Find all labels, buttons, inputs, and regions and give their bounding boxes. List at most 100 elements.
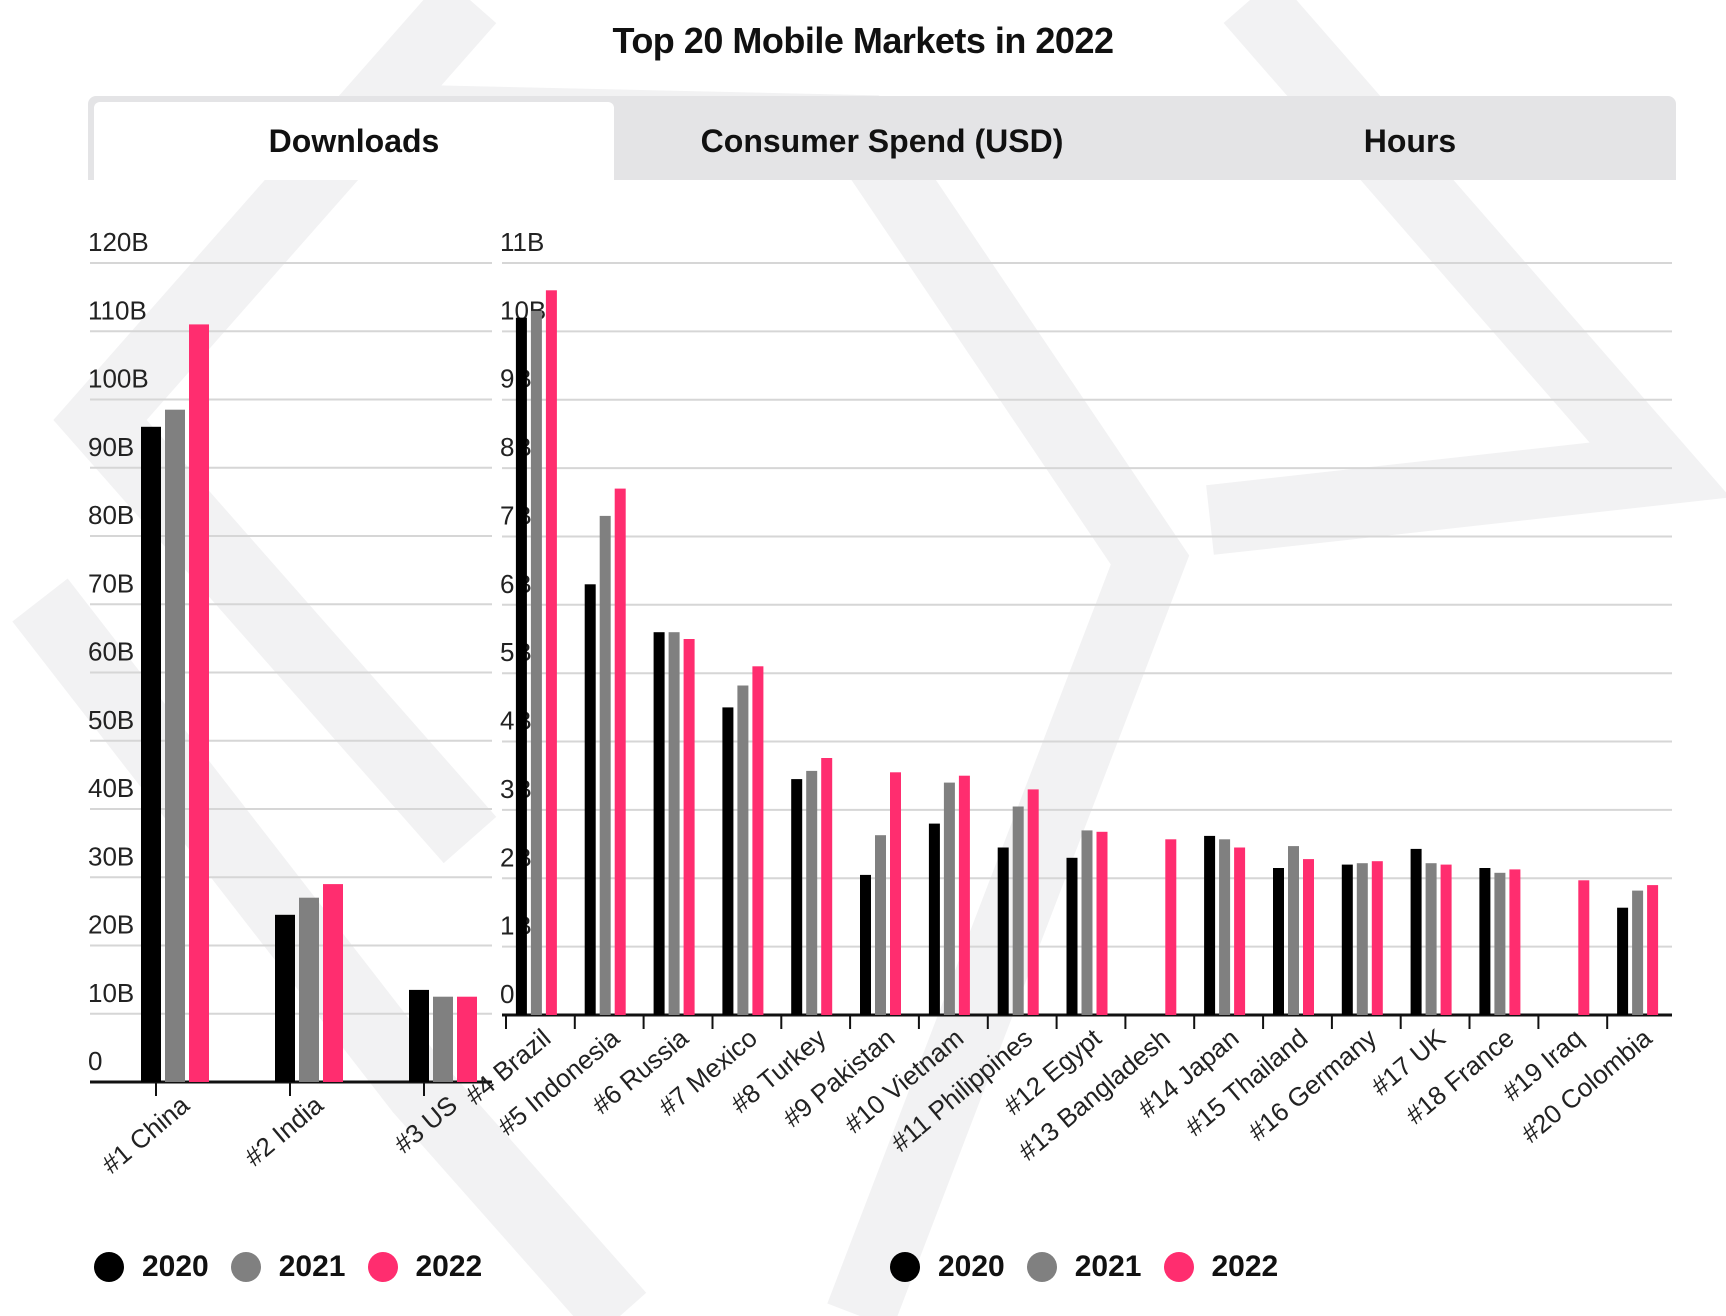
y-tick-label: 110B [88,295,147,325]
bar-3-us-2022 [457,996,477,1082]
bar-10-vietnam-2022 [958,775,970,1015]
bar-16-germany-2020 [1341,864,1353,1015]
legend-swatch-2020 [890,1252,920,1282]
bar-11-philippines-2021 [1012,806,1024,1015]
y-tick-label: 11B [500,227,544,257]
chart-title: Top 20 Mobile Markets in 2022 [612,20,1115,61]
bar-20-colombia-2021 [1632,890,1644,1015]
bar-5-indonesia-2022 [614,488,626,1016]
bar-8-turkey-2020 [791,779,803,1015]
y-tick-label: 70B [88,568,134,598]
bar-9-pakistan-2020 [860,874,871,1015]
tab-consumer-spend[interactable]: Consumer Spend (USD) [700,122,1064,159]
y-tick-label: 0 [88,1046,102,1076]
bar-20-colombia-2022 [1647,885,1659,1015]
bar-11-philippines-2020 [997,847,1009,1015]
bar-19-iraq-2022 [1578,880,1590,1015]
legend-swatch-2021 [1026,1252,1057,1282]
bar-7-mexico-2021 [737,685,749,1015]
bar-13-bangladesh-2022 [1165,839,1177,1015]
bar-17-uk-2021 [1425,863,1437,1015]
legend-left: 2020 2021 2022 [94,1250,504,1284]
x-tick-label: #3 US [388,1090,463,1159]
bar-15-thailand-2022 [1303,859,1314,1015]
bar-6-russia-2022 [683,639,695,1015]
bar-14-japan-2022 [1234,847,1246,1015]
bar-15-thailand-2020 [1273,868,1284,1015]
legend-item-2022: 2022 [1163,1250,1279,1284]
bar-15-thailand-2021 [1288,846,1299,1015]
bar-1-china-2021 [165,409,185,1082]
legend-item-2021: 2021 [1026,1250,1142,1284]
legend-swatch-2022 [1163,1252,1194,1282]
bar-17-uk-2022 [1440,864,1452,1015]
y-tick-label: 50B [88,705,134,735]
legend-item-2020: 2020 [94,1250,209,1284]
tab-hours[interactable]: Hours [1363,122,1457,159]
y-tick-label: 100B [88,364,149,394]
legend-item-2020: 2020 [890,1250,1005,1284]
bar-8-turkey-2021 [806,770,818,1015]
bar-18-france-2021 [1494,872,1506,1015]
bar-12-egypt-2020 [1066,857,1078,1015]
tab-bar: Downloads Consumer Spend (USD) Hours [88,96,1676,180]
bar-1-china-2022 [189,324,209,1082]
y-tick-label: 0 [500,979,514,1009]
bar-6-russia-2020 [653,632,665,1015]
y-tick-label: 120B [88,227,149,257]
bar-12-egypt-2022 [1096,831,1108,1015]
legend-label: 2021 [278,1250,346,1283]
bar-7-mexico-2022 [752,666,764,1015]
bar-2-india-2021 [299,897,319,1082]
legend-swatch-2021 [230,1252,261,1282]
legend-item-2022: 2022 [367,1250,483,1284]
y-tick-label: 90B [88,432,134,462]
legend-label: 2022 [1211,1250,1279,1283]
bar-17-uk-2020 [1410,848,1422,1015]
bar-11-philippines-2022 [1027,789,1039,1015]
bar-16-germany-2022 [1371,861,1383,1015]
bar-10-vietnam-2020 [928,823,940,1015]
bar-16-germany-2021 [1356,863,1368,1015]
legend-label: 2020 [938,1250,1005,1283]
bar-3-us-2020 [409,989,429,1082]
legend-swatch-2020 [94,1252,124,1282]
y-tick-label: 80B [88,500,134,530]
bar-5-indonesia-2020 [584,584,596,1015]
y-tick-label: 60B [88,637,134,667]
bar-4-brazil-2021 [530,310,542,1015]
bar-14-japan-2020 [1204,835,1216,1015]
tab-downloads[interactable]: Downloads [94,102,614,180]
bar-10-vietnam-2021 [943,782,955,1015]
bar-18-france-2022 [1509,869,1521,1015]
bar-20-colombia-2020 [1617,907,1629,1015]
x-tick-label: #2 India [239,1089,330,1172]
bar-12-egypt-2021 [1081,830,1093,1015]
bar-4-brazil-2022 [545,290,557,1015]
legend-right: 2020 2021 2022 [890,1250,1300,1284]
bar-2-india-2022 [323,884,343,1082]
bar-1-china-2020 [141,426,161,1082]
legend-label: 2022 [415,1250,483,1283]
bar-18-france-2020 [1479,868,1491,1015]
legend-item-2021: 2021 [230,1250,346,1284]
y-tick-label: 20B [88,910,134,940]
bar-14-japan-2021 [1219,839,1231,1015]
bar-3-us-2021 [433,996,453,1082]
y-tick-label: 40B [88,773,134,803]
legend-label: 2021 [1074,1250,1142,1283]
bar-5-indonesia-2021 [599,515,611,1015]
legend-swatch-2022 [367,1252,398,1282]
legend-label: 2020 [142,1250,209,1283]
bar-9-pakistan-2021 [875,835,886,1015]
x-tick-label: #1 China [96,1089,195,1179]
bar-8-turkey-2022 [821,758,833,1015]
bar-6-russia-2021 [668,632,680,1015]
bar-7-mexico-2020 [722,707,734,1015]
y-tick-label: 30B [88,841,134,871]
bar-4-brazil-2020 [515,317,527,1015]
bar-2-india-2020 [275,914,295,1082]
bar-9-pakistan-2022 [890,772,901,1015]
y-tick-label: 10B [88,978,134,1008]
